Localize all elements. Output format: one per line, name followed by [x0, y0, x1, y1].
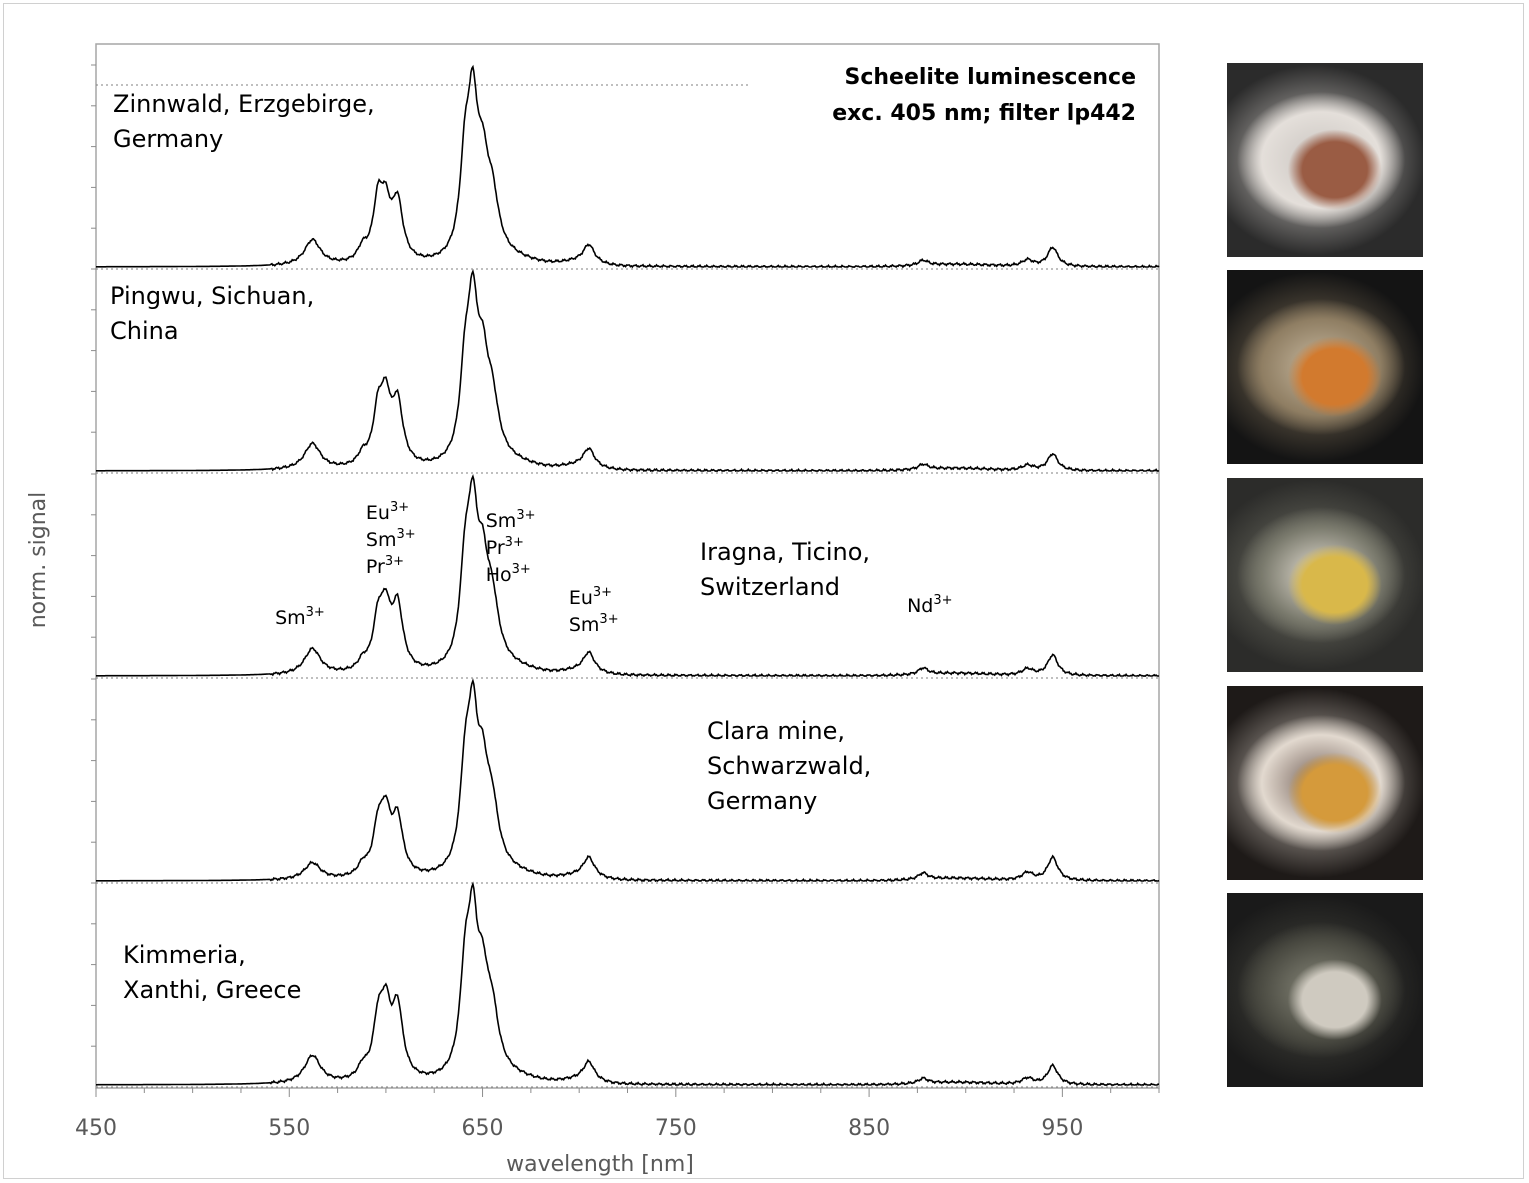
x-tick-label: 550 — [268, 1116, 310, 1141]
spectrum-line-4 — [96, 678, 1160, 883]
ion-charge: 3+ — [390, 500, 409, 515]
mineral-photo-3 — [1227, 478, 1423, 672]
sample-label-2: Pingwu, Sichuan, — [110, 282, 314, 310]
sample-label-4: Schwarzwald, — [707, 752, 871, 780]
ion-charge: 3+ — [599, 612, 618, 627]
sample-label-4: Clara mine, — [707, 717, 845, 745]
x-tick-label: 450 — [75, 1116, 117, 1141]
mineral-photo-4 — [1227, 686, 1423, 880]
x-tick-label: 650 — [462, 1116, 504, 1141]
figure-frame — [3, 3, 1524, 1179]
x-axis-label: wavelength [nm] — [506, 1152, 694, 1177]
ion-charge: 3+ — [593, 585, 612, 600]
chart-title: Scheelite luminescence — [845, 65, 1137, 90]
ion-annotation: Sm3+ — [366, 527, 416, 551]
ion-annotation: Pr3+ — [366, 554, 404, 578]
sample-label-4: Germany — [707, 787, 817, 815]
ion-annotation: Sm3+ — [569, 612, 619, 636]
x-tick-label: 750 — [655, 1116, 697, 1141]
mineral-photo-2 — [1227, 270, 1423, 464]
spectrum-line-1 — [96, 64, 1160, 269]
ion-charge: 3+ — [512, 562, 531, 577]
plot-area — [95, 43, 1160, 1089]
ion-symbol: Sm — [366, 529, 397, 551]
ion-annotation: Sm3+ — [486, 508, 536, 532]
sample-label-2: China — [110, 317, 179, 345]
ion-annotation: Pr3+ — [486, 535, 524, 559]
ion-charge: 3+ — [396, 527, 415, 542]
ion-symbol: Sm — [486, 510, 517, 532]
ion-symbol: Ho — [486, 564, 512, 586]
sample-label-5: Kimmeria, — [123, 941, 246, 969]
ion-annotation: Eu3+ — [569, 585, 612, 609]
sample-label-1: Zinnwald, Erzgebirge, — [113, 90, 375, 118]
x-tick-label: 850 — [848, 1116, 890, 1141]
sample-label-1: Germany — [113, 125, 223, 153]
ion-annotation: Ho3+ — [486, 562, 531, 586]
ion-annotation: Sm3+ — [275, 605, 325, 629]
ion-symbol: Eu — [366, 502, 390, 524]
ion-charge: 3+ — [516, 508, 535, 523]
mineral-photo-5 — [1227, 893, 1423, 1087]
ion-symbol: Pr — [486, 537, 505, 559]
y-axis-label: norm. signal — [26, 492, 51, 629]
ion-charge: 3+ — [306, 605, 325, 620]
spectrum-line-5 — [96, 881, 1159, 1087]
spectrum-line-3 — [96, 473, 1159, 678]
ion-symbol: Nd — [907, 595, 933, 617]
x-tick-label: 950 — [1041, 1116, 1083, 1141]
ion-symbol: Sm — [569, 614, 600, 636]
ion-symbol: Pr — [366, 556, 385, 578]
sample-label-5: Xanthi, Greece — [123, 976, 301, 1004]
ion-annotation: Nd3+ — [907, 593, 952, 617]
ion-symbol: Eu — [569, 587, 593, 609]
ion-annotation: Eu3+ — [366, 500, 409, 524]
ion-symbol: Sm — [275, 607, 306, 629]
sample-label-3: Switzerland — [700, 573, 840, 601]
mineral-photo-1 — [1227, 63, 1423, 257]
chart-title: exc. 405 nm; filter lp442 — [832, 101, 1136, 126]
sample-label-3: Iragna, Ticino, — [700, 538, 870, 566]
ion-charge: 3+ — [505, 535, 524, 550]
spectrum-line-2 — [96, 268, 1160, 473]
ion-charge: 3+ — [385, 554, 404, 569]
ion-charge: 3+ — [933, 593, 952, 608]
